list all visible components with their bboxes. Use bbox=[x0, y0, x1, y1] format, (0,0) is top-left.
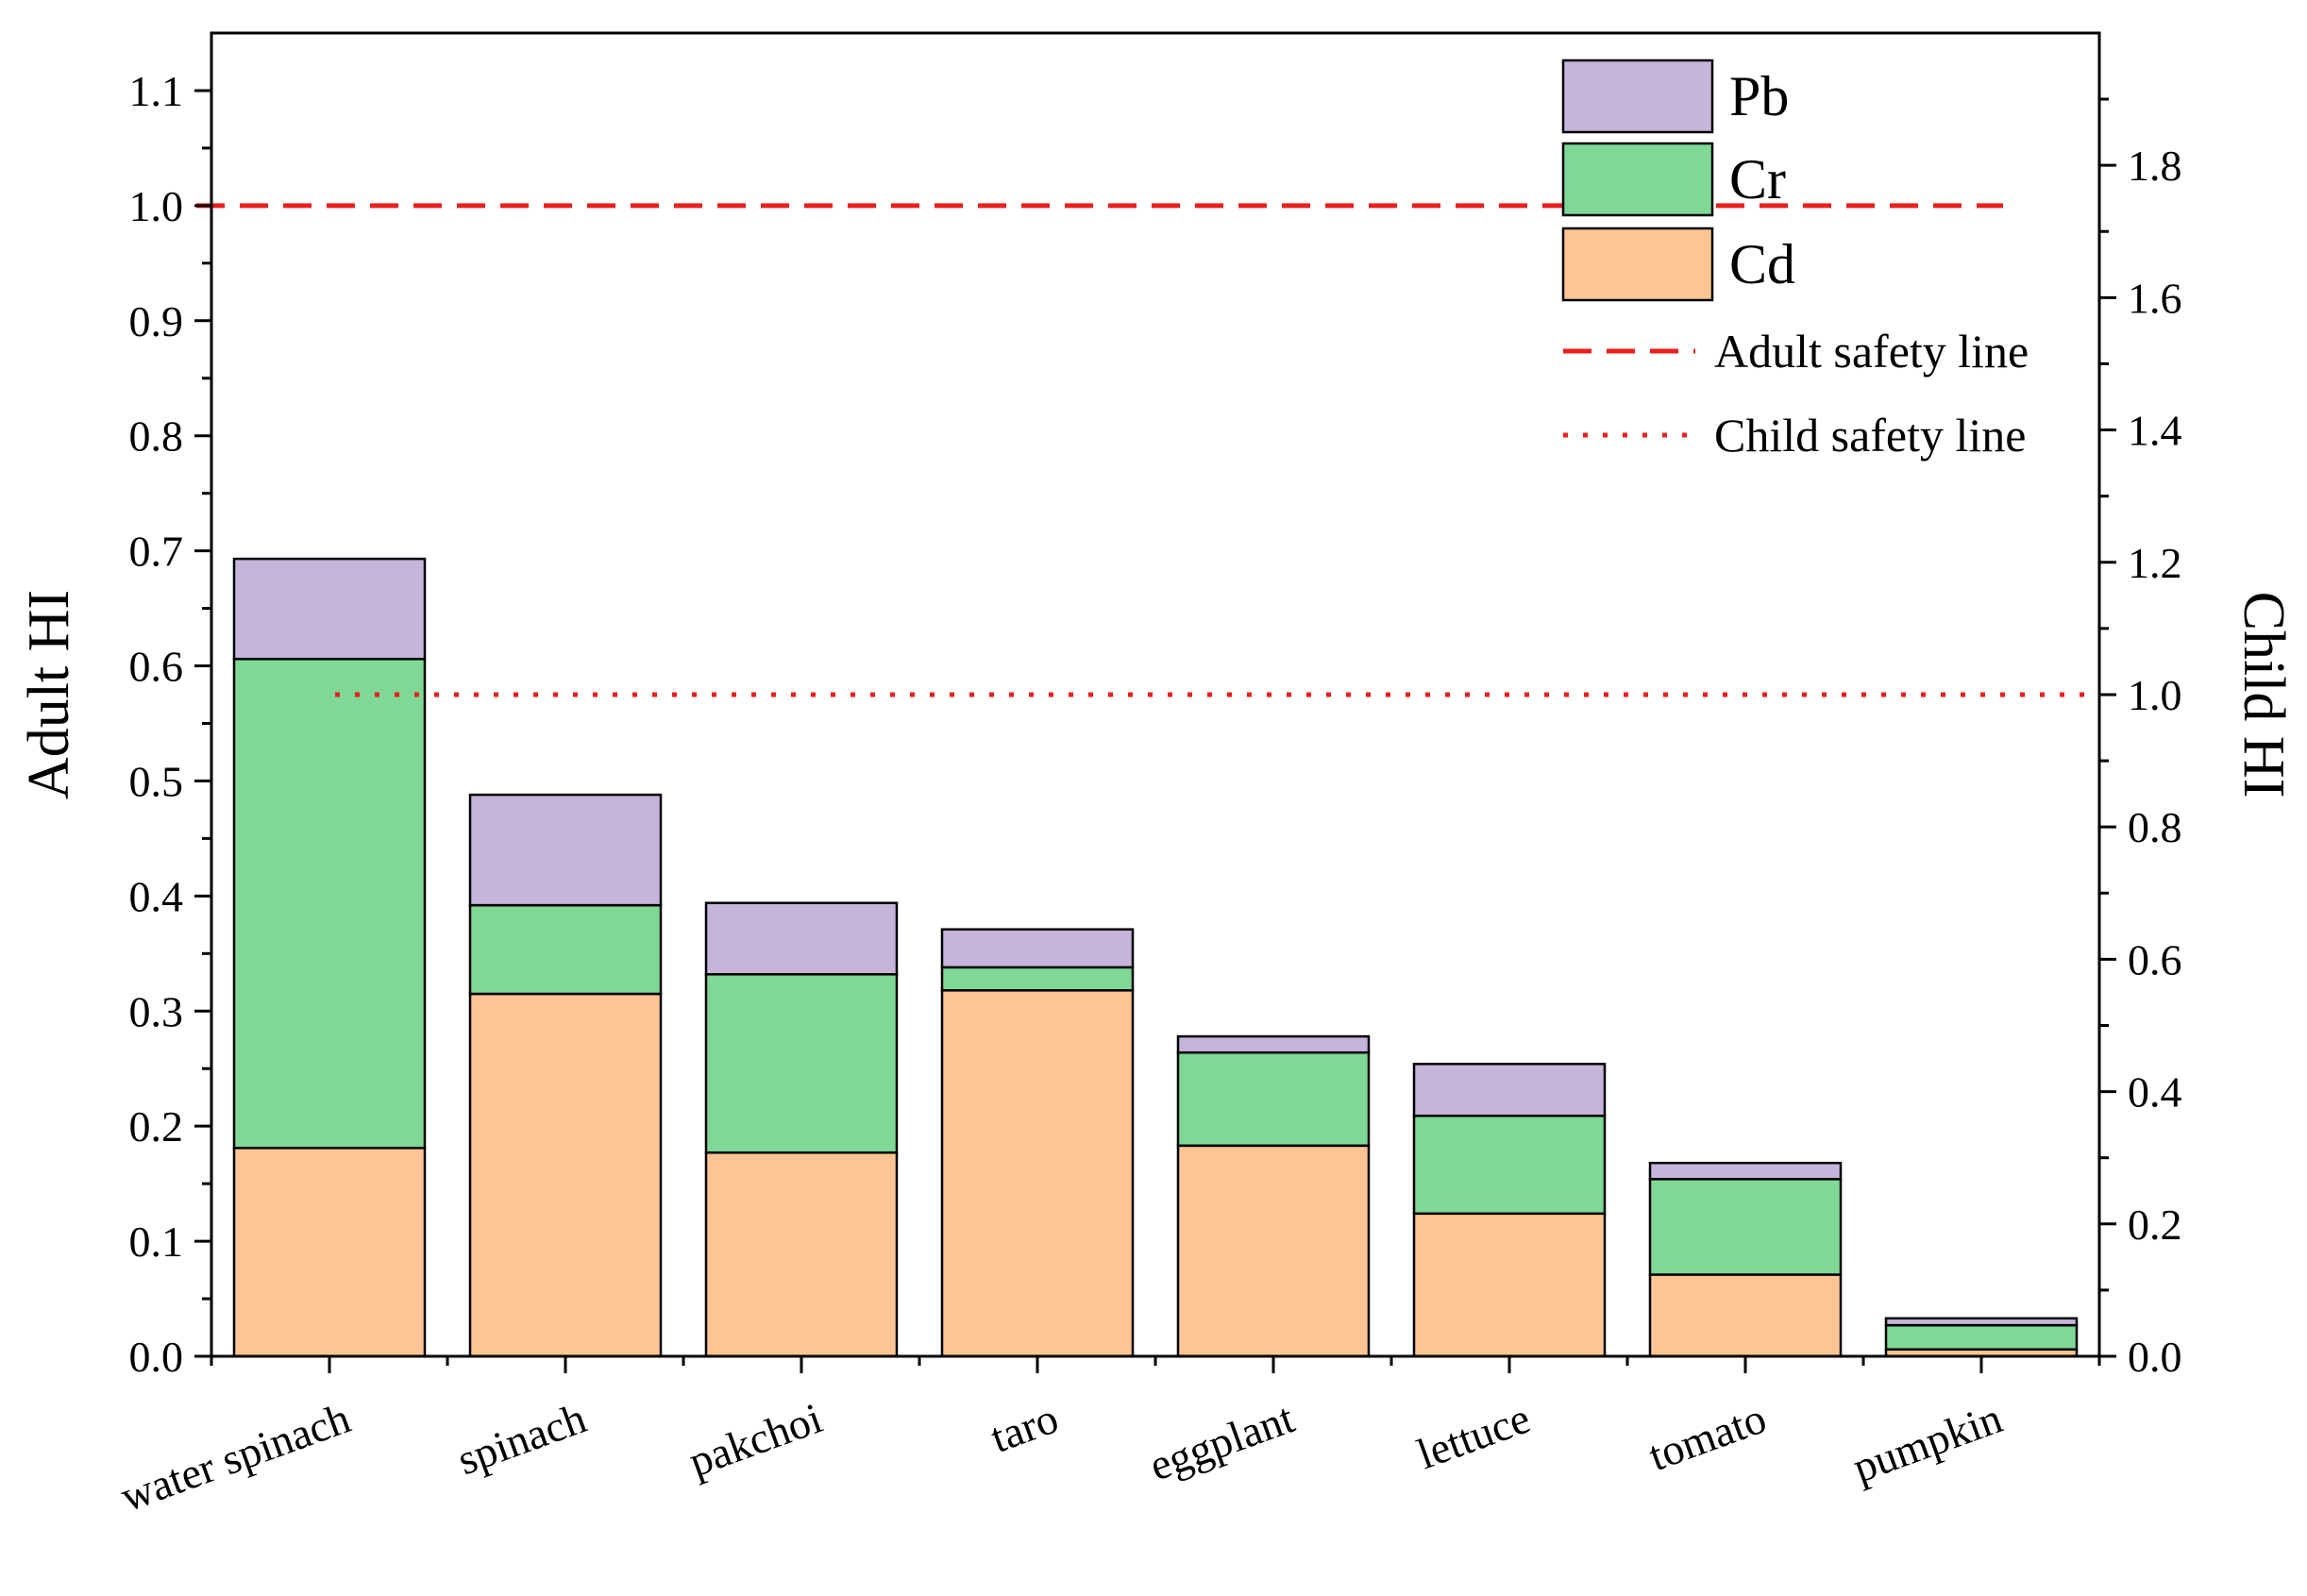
y2-axis-title: Child HI bbox=[2231, 592, 2296, 798]
bar-pb-5 bbox=[1412, 1063, 1607, 1117]
left-tick-label-11: 1.1 bbox=[129, 67, 184, 115]
x-tick-label-4: eggplant bbox=[1143, 1393, 1300, 1489]
bar-pb-6 bbox=[1648, 1161, 1843, 1181]
left-tick-label-2: 0.2 bbox=[129, 1102, 184, 1151]
bar-cd-0 bbox=[232, 1147, 427, 1358]
left-axis: 0.0 0.1 0.2 0.3 0.4 0.5 0.6 0.7 0.8 0.9 1.0 1.1 bbox=[129, 67, 211, 1381]
bar-cd-5 bbox=[1412, 1212, 1607, 1358]
right-axis: 0.0 0.2 0.4 0.6 0.8 1.0 1.2 1.4 1.6 1.8 bbox=[2099, 97, 2182, 1381]
legend-swatch-cr bbox=[1561, 142, 1714, 217]
right-tick-label-0: 0.0 bbox=[2128, 1333, 2182, 1381]
bar-cr-6 bbox=[1648, 1178, 1843, 1276]
bar-pb-1 bbox=[468, 793, 663, 907]
right-tick-label-1: 0.2 bbox=[2128, 1201, 2182, 1249]
legend-label-child: Child safety line bbox=[1714, 409, 2027, 462]
right-tick-label-7: 1.4 bbox=[2128, 407, 2182, 455]
bar-cr-7 bbox=[1884, 1323, 2079, 1351]
bar-pb-3 bbox=[940, 928, 1135, 969]
x-tick-label-0: water spinach bbox=[114, 1393, 356, 1520]
legend-label-cd: Cd bbox=[1729, 233, 1795, 295]
bar-cd-4 bbox=[1176, 1144, 1371, 1358]
bars-group bbox=[232, 557, 2079, 1358]
legend-label-pb: Pb bbox=[1729, 65, 1789, 127]
x-tick-label-1: spinach bbox=[451, 1393, 592, 1484]
right-tick-label-6: 1.2 bbox=[2128, 539, 2182, 587]
x-tick-label-5: lettuce bbox=[1411, 1393, 1537, 1478]
right-tick-label-5: 1.0 bbox=[2128, 671, 2182, 719]
bar-cr-1 bbox=[468, 903, 663, 996]
legend-label-adult: Adult safety line bbox=[1714, 325, 2029, 378]
bar-cd-6 bbox=[1648, 1273, 1843, 1358]
x-axis: water spinach spinach pakchoi taro eggplant l… bbox=[114, 1356, 2101, 1520]
left-tick-label-8: 0.8 bbox=[129, 412, 184, 461]
legend-swatch-pb bbox=[1561, 59, 1714, 134]
left-tick-label-1: 0.1 bbox=[129, 1218, 184, 1266]
legend-swatch-cd bbox=[1561, 227, 1714, 302]
bar-pb-2 bbox=[704, 901, 899, 976]
left-tick-label-6: 0.6 bbox=[129, 643, 184, 691]
bar-cr-0 bbox=[232, 657, 427, 1150]
left-tick-label-7: 0.7 bbox=[129, 528, 184, 576]
left-tick-label-5: 0.5 bbox=[129, 757, 184, 805]
bar-pb-4 bbox=[1176, 1034, 1371, 1054]
legend-label-cr: Cr bbox=[1729, 148, 1786, 210]
right-tick-label-8: 1.6 bbox=[2128, 274, 2182, 322]
bar-cd-3 bbox=[940, 989, 1135, 1358]
left-tick-label-4: 0.4 bbox=[129, 872, 184, 920]
right-tick-label-4: 0.8 bbox=[2128, 803, 2182, 851]
x-tick-label-7: pumpkin bbox=[1846, 1393, 2008, 1491]
bar-cr-5 bbox=[1412, 1114, 1607, 1216]
left-tick-label-10: 1.0 bbox=[129, 182, 184, 230]
right-tick-label-2: 0.4 bbox=[2128, 1068, 2182, 1117]
bar-pb-0 bbox=[232, 557, 427, 661]
left-tick-label-0: 0.0 bbox=[129, 1333, 184, 1381]
right-tick-label-3: 0.6 bbox=[2128, 935, 2182, 983]
right-tick-label-9: 1.8 bbox=[2128, 142, 2182, 190]
bar-pb-7 bbox=[1884, 1317, 2079, 1327]
bar-cd-1 bbox=[468, 992, 663, 1358]
bar-cr-3 bbox=[940, 966, 1135, 992]
bar-cd-2 bbox=[704, 1151, 899, 1358]
bar-cr-4 bbox=[1176, 1050, 1371, 1148]
x-tick-label-2: pakchoi bbox=[682, 1393, 828, 1486]
bar-cr-2 bbox=[704, 972, 899, 1154]
y-axis-title: Adult HI bbox=[17, 590, 81, 799]
x-tick-label-6: tomato bbox=[1642, 1393, 1773, 1480]
left-tick-label-3: 0.3 bbox=[129, 987, 184, 1035]
x-tick-label-3: taro bbox=[985, 1393, 1065, 1461]
legend: Pb Cr Cd Adult safety line Child safety line bbox=[1561, 59, 2029, 462]
left-tick-label-9: 0.9 bbox=[129, 297, 184, 345]
plot-area: 0.00.10.20.30.40.50.60.70.80.91.01.10.00… bbox=[17, 31, 2296, 1520]
